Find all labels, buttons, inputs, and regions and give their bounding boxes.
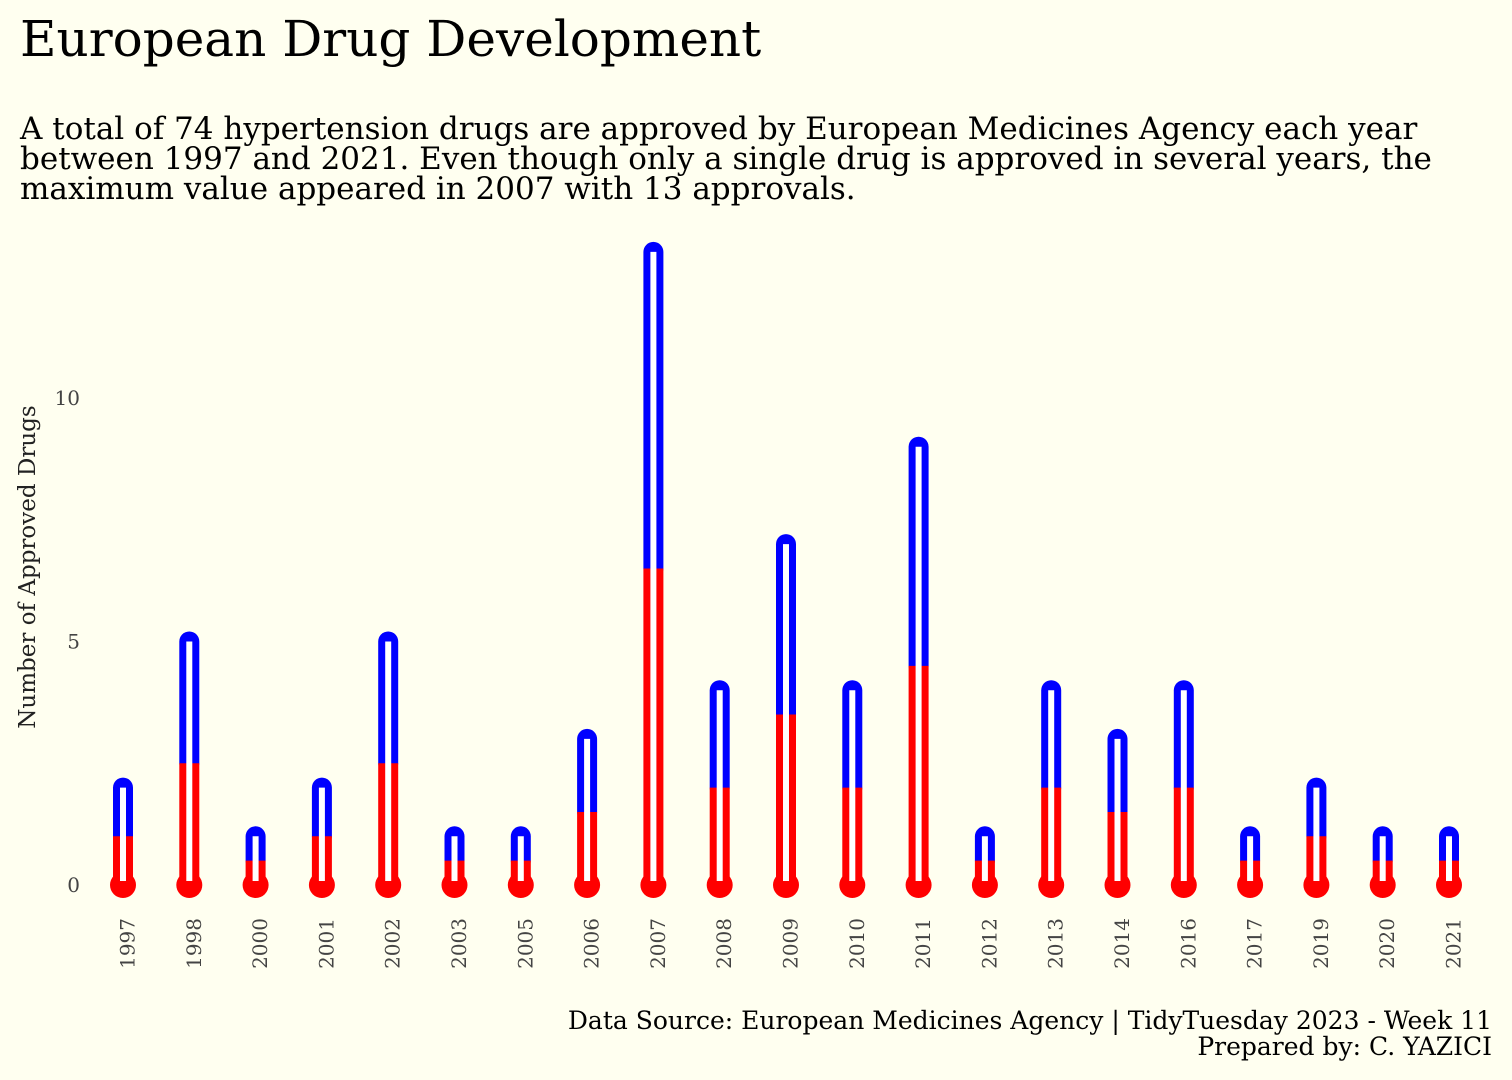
bar-group	[441, 826, 468, 898]
bar-group	[971, 826, 998, 898]
bar-group	[640, 241, 667, 898]
author-note: Prepared by: C. YAZICI	[1197, 1032, 1492, 1061]
bar-bulb	[971, 872, 998, 898]
bar-bulb	[242, 872, 269, 898]
bar-bulb	[507, 872, 534, 898]
x-tick-label: 2020	[1375, 918, 1399, 969]
x-tick-label: 2005	[513, 918, 537, 969]
x-tick-label: 2010	[845, 918, 869, 969]
y-tick-label: 5	[67, 630, 80, 654]
bar-bulb	[375, 872, 402, 898]
bar-group	[308, 777, 335, 898]
x-tick-label: 2007	[646, 918, 670, 969]
x-tick-label: 2016	[1176, 918, 1200, 969]
x-tick-label: 2001	[314, 918, 338, 969]
x-tick-label: 2009	[779, 918, 803, 969]
bar-group	[1436, 826, 1462, 898]
bar-group	[242, 826, 269, 898]
bar-bulb	[1104, 872, 1131, 898]
bar-group	[110, 777, 136, 898]
bar-bulb	[773, 872, 799, 898]
y-tick-label: 0	[67, 873, 80, 897]
bar-bulb	[1369, 872, 1396, 898]
bar-group	[1369, 826, 1396, 898]
x-tick-label: 2008	[712, 918, 736, 969]
bar-group	[574, 728, 601, 898]
x-tick-label: 2002	[381, 918, 405, 969]
x-tick-label: 2000	[248, 918, 272, 969]
bar-group	[1303, 777, 1330, 898]
bar-group	[375, 631, 402, 898]
chart-subtitle: A total of 74 hypertension drugs are app…	[20, 111, 1432, 207]
x-tick-label: 2006	[580, 918, 604, 969]
bar-bulb	[441, 872, 468, 898]
y-tick-label: 10	[55, 386, 80, 410]
bar-bulb	[1237, 872, 1264, 898]
x-tick-label: 2012	[977, 918, 1001, 969]
bar-group	[176, 631, 203, 898]
y-axis: 0 5 10	[55, 386, 80, 897]
x-tick-label: 2014	[1110, 918, 1134, 969]
bar-bulb	[1436, 872, 1462, 898]
bar-bulb	[1170, 872, 1197, 898]
caption: Data Source: European Medicines Agency |…	[568, 1008, 1492, 1060]
x-tick-label: 2013	[1044, 918, 1068, 969]
bar-group	[905, 436, 932, 898]
bar-bulb	[1303, 872, 1330, 898]
y-axis-label: Number of Approved Drugs	[15, 405, 41, 728]
x-axis: 1997 1998 2000 2001 2002 2003 2005 2006 2007 2008…	[116, 918, 1466, 969]
data-source-note: Data Source: European Medicines Agency |…	[567, 1006, 1492, 1035]
bar-group	[773, 534, 799, 898]
x-tick-label: 1998	[182, 918, 206, 969]
x-tick-label: 2011	[911, 918, 935, 969]
bar-bulb	[176, 872, 203, 898]
x-tick-label: 2019	[1309, 918, 1333, 969]
bar-bulb	[574, 872, 601, 898]
bar-bulb	[1038, 872, 1065, 898]
bar-group	[839, 680, 866, 898]
bar-group	[1104, 728, 1131, 898]
bar-group	[1038, 680, 1065, 898]
x-tick-label: 2003	[447, 918, 471, 969]
bars	[110, 241, 1462, 898]
bar-group	[1237, 826, 1264, 898]
bar-group	[1170, 680, 1197, 898]
bar-bulb	[308, 872, 335, 898]
bar-group	[706, 680, 733, 898]
x-tick-label: 2017	[1243, 918, 1267, 969]
bar-bulb	[905, 872, 932, 898]
x-tick-label: 2021	[1442, 918, 1466, 969]
bar-bulb	[706, 872, 733, 898]
x-tick-label: 1997	[116, 918, 140, 969]
bar-bulb	[110, 872, 136, 898]
bar-bulb	[640, 872, 667, 898]
bar-group	[507, 826, 534, 898]
chart-title: European Drug Development	[20, 10, 762, 68]
bar-bulb	[839, 872, 866, 898]
